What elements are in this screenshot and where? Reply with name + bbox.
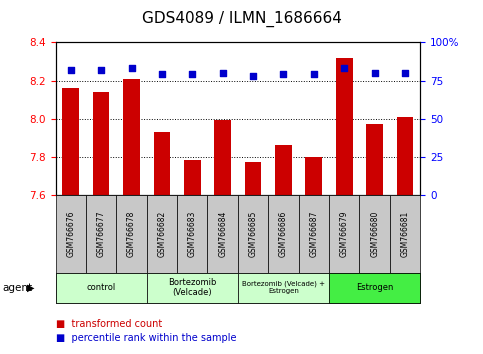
Point — [188, 72, 196, 77]
Point — [341, 65, 348, 71]
Bar — [245, 162, 261, 195]
Text: GSM766687: GSM766687 — [309, 210, 318, 257]
Text: GSM766680: GSM766680 — [370, 210, 379, 257]
Bar — [366, 124, 383, 195]
Text: ▶: ▶ — [27, 282, 34, 293]
Bar — [154, 132, 170, 195]
Bar — [298, 195, 329, 273]
Bar — [147, 273, 238, 303]
Point — [280, 72, 287, 77]
Text: Bortezomib
(Velcade): Bortezomib (Velcade) — [168, 278, 216, 297]
Bar — [238, 195, 268, 273]
Text: GSM766677: GSM766677 — [97, 210, 106, 257]
Text: GSM766681: GSM766681 — [400, 211, 410, 257]
Text: agent: agent — [2, 282, 32, 293]
Text: ■  percentile rank within the sample: ■ percentile rank within the sample — [56, 333, 236, 343]
Bar — [329, 195, 359, 273]
Text: GSM766676: GSM766676 — [66, 210, 75, 257]
Point — [401, 70, 409, 76]
Point — [158, 72, 166, 77]
Bar — [116, 195, 147, 273]
Point — [128, 65, 135, 71]
Bar — [147, 195, 177, 273]
Bar — [184, 160, 200, 195]
Text: GSM766683: GSM766683 — [188, 210, 197, 257]
Bar — [359, 195, 390, 273]
Point — [249, 73, 257, 79]
Point — [219, 70, 227, 76]
Point — [97, 67, 105, 73]
Text: Estrogen: Estrogen — [356, 283, 393, 292]
Text: GSM766686: GSM766686 — [279, 210, 288, 257]
Bar — [177, 195, 208, 273]
Bar — [238, 273, 329, 303]
Bar — [397, 117, 413, 195]
Point — [371, 70, 379, 76]
Bar — [93, 92, 110, 195]
Text: GDS4089 / ILMN_1686664: GDS4089 / ILMN_1686664 — [142, 11, 341, 27]
Text: GSM766684: GSM766684 — [218, 210, 227, 257]
Bar — [86, 195, 116, 273]
Text: GSM766678: GSM766678 — [127, 210, 136, 257]
Bar — [329, 273, 420, 303]
Text: Bortezomib (Velcade) +
Estrogen: Bortezomib (Velcade) + Estrogen — [242, 281, 325, 295]
Bar — [275, 145, 292, 195]
Bar — [62, 88, 79, 195]
Bar — [123, 79, 140, 195]
Point — [310, 72, 318, 77]
Bar — [208, 195, 238, 273]
Bar — [305, 156, 322, 195]
Bar — [268, 195, 298, 273]
Point — [67, 67, 74, 73]
Text: ■  transformed count: ■ transformed count — [56, 319, 162, 329]
Text: GSM766682: GSM766682 — [157, 211, 167, 257]
Bar — [390, 195, 420, 273]
Bar — [214, 120, 231, 195]
Text: GSM766679: GSM766679 — [340, 210, 349, 257]
Bar — [56, 195, 86, 273]
Bar — [56, 273, 147, 303]
Bar — [336, 58, 353, 195]
Text: control: control — [86, 283, 116, 292]
Text: GSM766685: GSM766685 — [249, 210, 257, 257]
